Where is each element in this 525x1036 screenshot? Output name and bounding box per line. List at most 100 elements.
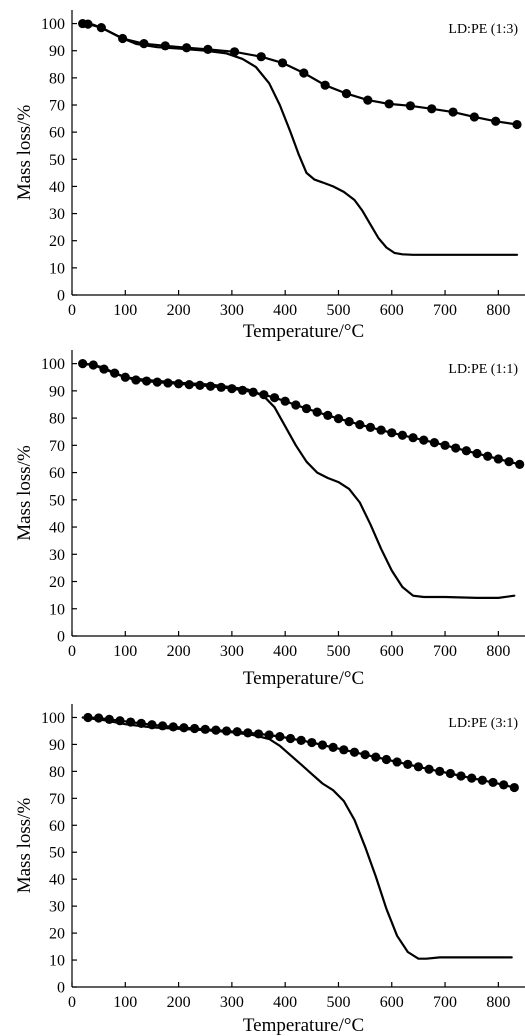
y-tick-label: 70 <box>49 791 65 808</box>
data-point <box>301 403 312 414</box>
y-tick-label: 50 <box>49 152 65 169</box>
x-tick-label: 0 <box>68 994 76 1011</box>
data-point <box>472 448 482 459</box>
y-tick-label: 0 <box>57 629 65 646</box>
y-tick-label: 60 <box>49 818 65 835</box>
y-tick-label: 30 <box>49 206 65 223</box>
y-tick-label: 100 <box>41 356 65 373</box>
y-tick-label: 60 <box>49 465 65 482</box>
data-point <box>355 420 365 430</box>
y-tick-label: 100 <box>41 16 65 33</box>
panel-annotation: LD:PE (1:1) <box>448 362 518 377</box>
x-tick-label: 800 <box>486 994 510 1011</box>
x-tick-label: 400 <box>273 302 297 319</box>
data-point <box>456 771 466 781</box>
data-point <box>440 440 450 450</box>
data-point <box>349 747 360 757</box>
y-tick-label: 50 <box>49 492 65 509</box>
data-point <box>229 47 240 57</box>
data-point <box>491 116 501 126</box>
x-tick-label: 400 <box>273 994 297 1011</box>
data-point <box>307 737 317 748</box>
data-point <box>408 433 418 443</box>
y-tick-label: 90 <box>49 43 65 60</box>
data-point <box>448 107 458 117</box>
x-tick-label: 700 <box>433 302 457 319</box>
data-point <box>323 410 333 420</box>
data-point <box>427 104 437 114</box>
x-tick-label: 100 <box>113 994 137 1011</box>
series-line-1 <box>81 22 519 126</box>
x-axis-label: Temperature/°C <box>243 321 364 342</box>
data-point <box>317 740 328 750</box>
panel-annotation: LD:PE (1:3) <box>448 22 518 37</box>
data-point <box>285 733 296 744</box>
y-tick-label: 90 <box>49 737 65 754</box>
y-tick-label: 40 <box>49 872 65 889</box>
x-tick-label: 500 <box>326 643 350 660</box>
data-point <box>435 766 445 776</box>
data-point <box>195 380 205 391</box>
data-point <box>344 417 354 427</box>
y-tick-label: 20 <box>49 574 65 591</box>
data-point <box>299 68 309 78</box>
x-tick-label: 600 <box>380 643 404 660</box>
x-tick-label: 600 <box>380 302 404 319</box>
data-point <box>403 759 413 769</box>
x-tick-label: 800 <box>486 302 510 319</box>
data-point <box>179 723 189 733</box>
y-tick-label: 40 <box>49 520 65 537</box>
data-point <box>424 764 434 774</box>
data-point <box>168 722 178 732</box>
data-point <box>429 438 439 448</box>
x-tick-label: 600 <box>380 994 404 1011</box>
data-point <box>312 407 322 417</box>
y-tick-label: 0 <box>57 980 65 997</box>
x-tick-label: 200 <box>167 643 191 660</box>
data-point <box>392 757 402 767</box>
y-tick-label: 70 <box>49 98 65 115</box>
x-tick-label: 200 <box>167 994 191 1011</box>
data-point <box>504 457 514 467</box>
data-point <box>384 99 394 109</box>
data-point <box>512 119 522 130</box>
y-tick-label: 80 <box>49 411 65 428</box>
data-point <box>275 732 285 742</box>
data-point <box>181 43 192 53</box>
y-axis-label: Mass loss/% <box>14 445 35 541</box>
data-point <box>405 101 416 111</box>
y-axis-label: Mass loss/% <box>14 105 35 201</box>
data-point <box>493 454 503 464</box>
x-tick-label: 100 <box>113 643 137 660</box>
data-point <box>328 742 338 752</box>
data-point <box>445 768 455 779</box>
y-tick-label: 80 <box>49 764 65 781</box>
x-tick-label: 700 <box>433 643 457 660</box>
y-tick-label: 10 <box>49 953 65 970</box>
data-point <box>205 381 216 391</box>
data-point <box>360 750 370 760</box>
data-point <box>376 425 386 435</box>
data-point <box>387 428 397 438</box>
data-point <box>461 446 471 456</box>
data-point <box>397 430 408 440</box>
data-point <box>365 422 376 432</box>
data-point <box>203 44 213 54</box>
y-tick-label: 0 <box>57 288 65 305</box>
x-tick-label: 0 <box>68 643 76 660</box>
x-tick-label: 0 <box>68 302 76 319</box>
x-tick-label: 500 <box>326 994 350 1011</box>
data-point <box>341 89 352 99</box>
data-point <box>467 773 477 783</box>
data-point <box>320 80 330 90</box>
x-tick-label: 800 <box>486 643 510 660</box>
y-tick-label: 60 <box>49 125 65 142</box>
x-tick-label: 300 <box>220 302 244 319</box>
y-tick-label: 20 <box>49 926 65 943</box>
data-point <box>291 400 301 410</box>
chart-panel-1: 0 10 20 30 40 50 60 70 80 90 100 0 100 200 300 400 500 60… <box>14 10 525 342</box>
y-tick-label: 10 <box>49 601 65 618</box>
data-point <box>515 459 525 469</box>
x-axis-label: Temperature/°C <box>243 1015 364 1036</box>
data-point <box>419 435 429 445</box>
